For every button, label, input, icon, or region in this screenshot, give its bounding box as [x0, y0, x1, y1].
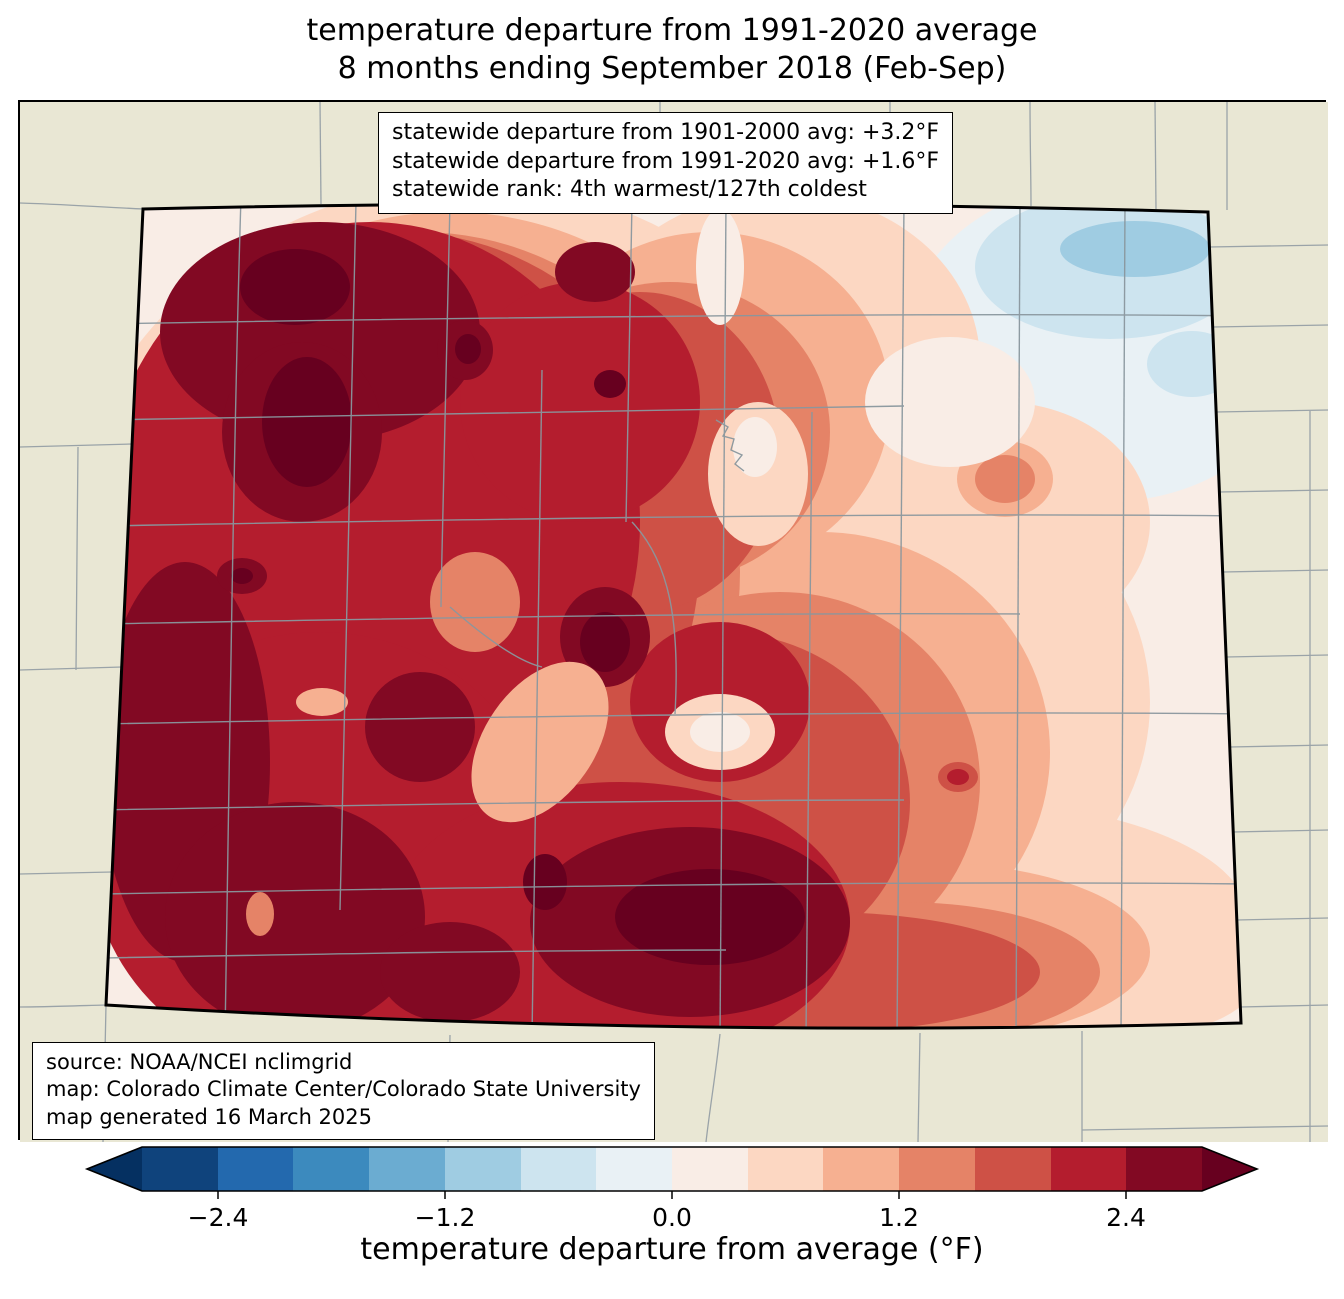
- colorbar-segment: [823, 1147, 899, 1191]
- colorbar-tick-label: −2.4: [188, 1203, 249, 1232]
- colorbar-right-arrow: [1202, 1147, 1257, 1191]
- colorbar-left-arrow: [87, 1147, 142, 1191]
- colorado-map-svg: [20, 102, 1328, 1142]
- colorbar-segment: [142, 1147, 218, 1191]
- colorbar-segment: [899, 1147, 975, 1191]
- colorbar-axis-label: temperature departure from average (°F): [360, 1232, 984, 1267]
- colorbar-segment: [975, 1147, 1051, 1191]
- colorbar-tick-label: 2.4: [1106, 1203, 1146, 1232]
- colorbar-tick-label: 1.2: [879, 1203, 919, 1232]
- source-line-2: map: Colorado Climate Center/Colorado St…: [46, 1077, 641, 1102]
- page-title: temperature departure from 1991-2020 ave…: [0, 12, 1344, 88]
- source-line-3: map generated 16 March 2025: [46, 1104, 373, 1129]
- colorbar-segment: [672, 1147, 748, 1191]
- colorbar: −2.4 −1.2 0.0 1.2 2.4: [84, 1146, 1260, 1232]
- colorbar-segment: [1126, 1147, 1202, 1191]
- colorbar-tick-labels: −2.4 −1.2 0.0 1.2 2.4: [188, 1203, 1146, 1232]
- colorbar-tick-label: −1.2: [415, 1203, 476, 1232]
- colorbar-segment: [293, 1147, 369, 1191]
- contour-region-darkest: [231, 249, 805, 965]
- colorbar-segment: [445, 1147, 521, 1191]
- stats-line-2: statewide departure from 1991-2020 avg: …: [392, 148, 940, 174]
- colorbar-segment: [596, 1147, 672, 1191]
- colorbar-segment: [369, 1147, 445, 1191]
- contour-light-patch-salmon: [246, 552, 520, 936]
- colorbar-segment: [521, 1147, 596, 1191]
- colorbar-outline: [84, 1146, 1260, 1192]
- stats-line-3: statewide rank: 4th warmest/127th coldes…: [392, 177, 867, 203]
- title-line-2: 8 months ending September 2018 (Feb-Sep): [337, 50, 1007, 86]
- colorbar-tick-marks: [217, 1191, 1127, 1199]
- contour-light-patch-cream: [690, 209, 1035, 752]
- state-fill-layers: [106, 203, 1241, 1029]
- stats-line-1: statewide departure from 1901-2000 avg: …: [392, 120, 940, 145]
- contour-region-cool-blue: [1060, 221, 1210, 277]
- source-box: source: NOAA/NCEI nclimgrid map: Colorad…: [32, 1042, 655, 1140]
- map-axes: statewide departure from 1901-2000 avg: …: [18, 100, 1328, 1142]
- colorbar-segment: [218, 1147, 293, 1191]
- colorbar-segment: [1051, 1147, 1126, 1191]
- statewide-stats-box: statewide departure from 1901-2000 avg: …: [378, 112, 954, 214]
- colorbar-tick-label: 0.0: [652, 1203, 692, 1232]
- title-line-1: temperature departure from 1991-2020 ave…: [306, 13, 1038, 48]
- colorbar-segment: [748, 1147, 823, 1191]
- source-line-1: source: NOAA/NCEI nclimgrid: [46, 1050, 353, 1074]
- contour-light-patch-peach: [296, 661, 609, 823]
